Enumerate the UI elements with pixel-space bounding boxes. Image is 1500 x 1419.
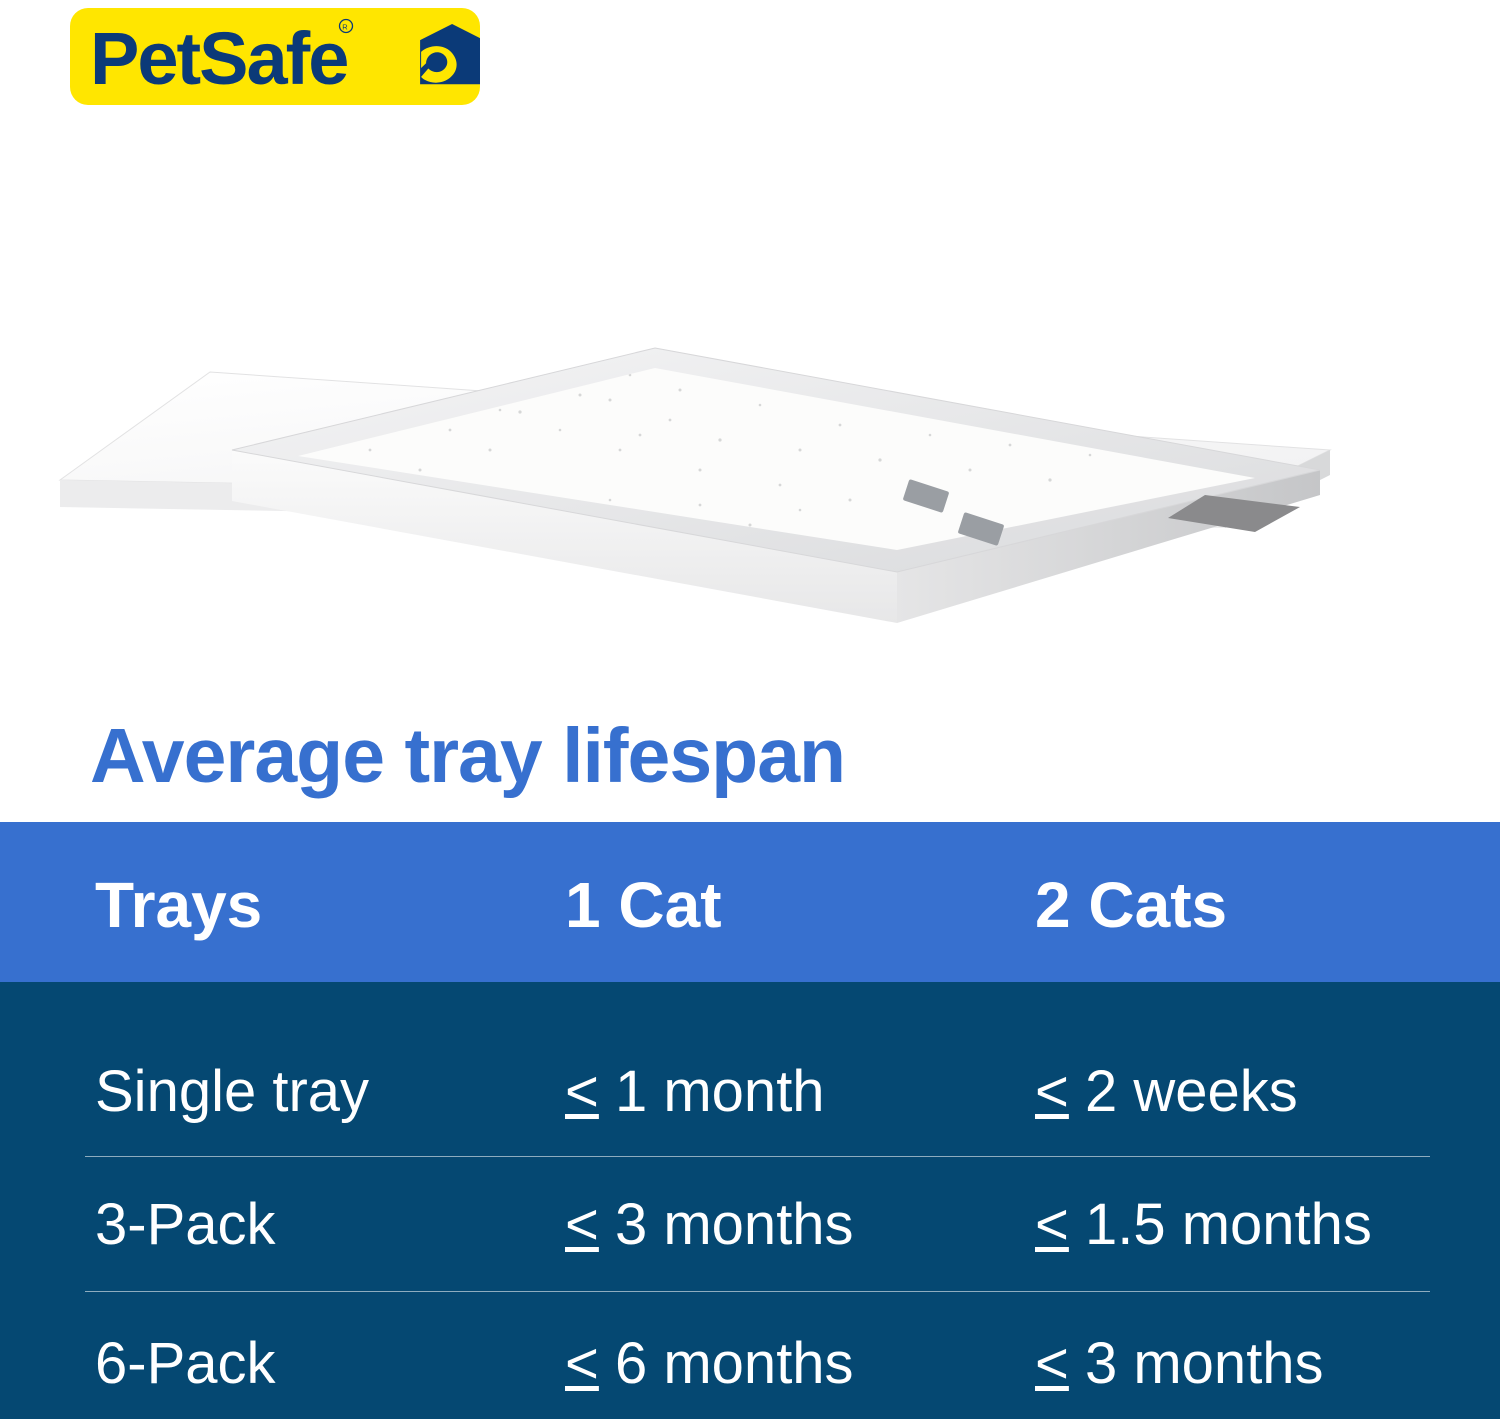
svg-text:PetSafe: PetSafe [90,17,347,100]
svg-text:R: R [342,22,348,31]
